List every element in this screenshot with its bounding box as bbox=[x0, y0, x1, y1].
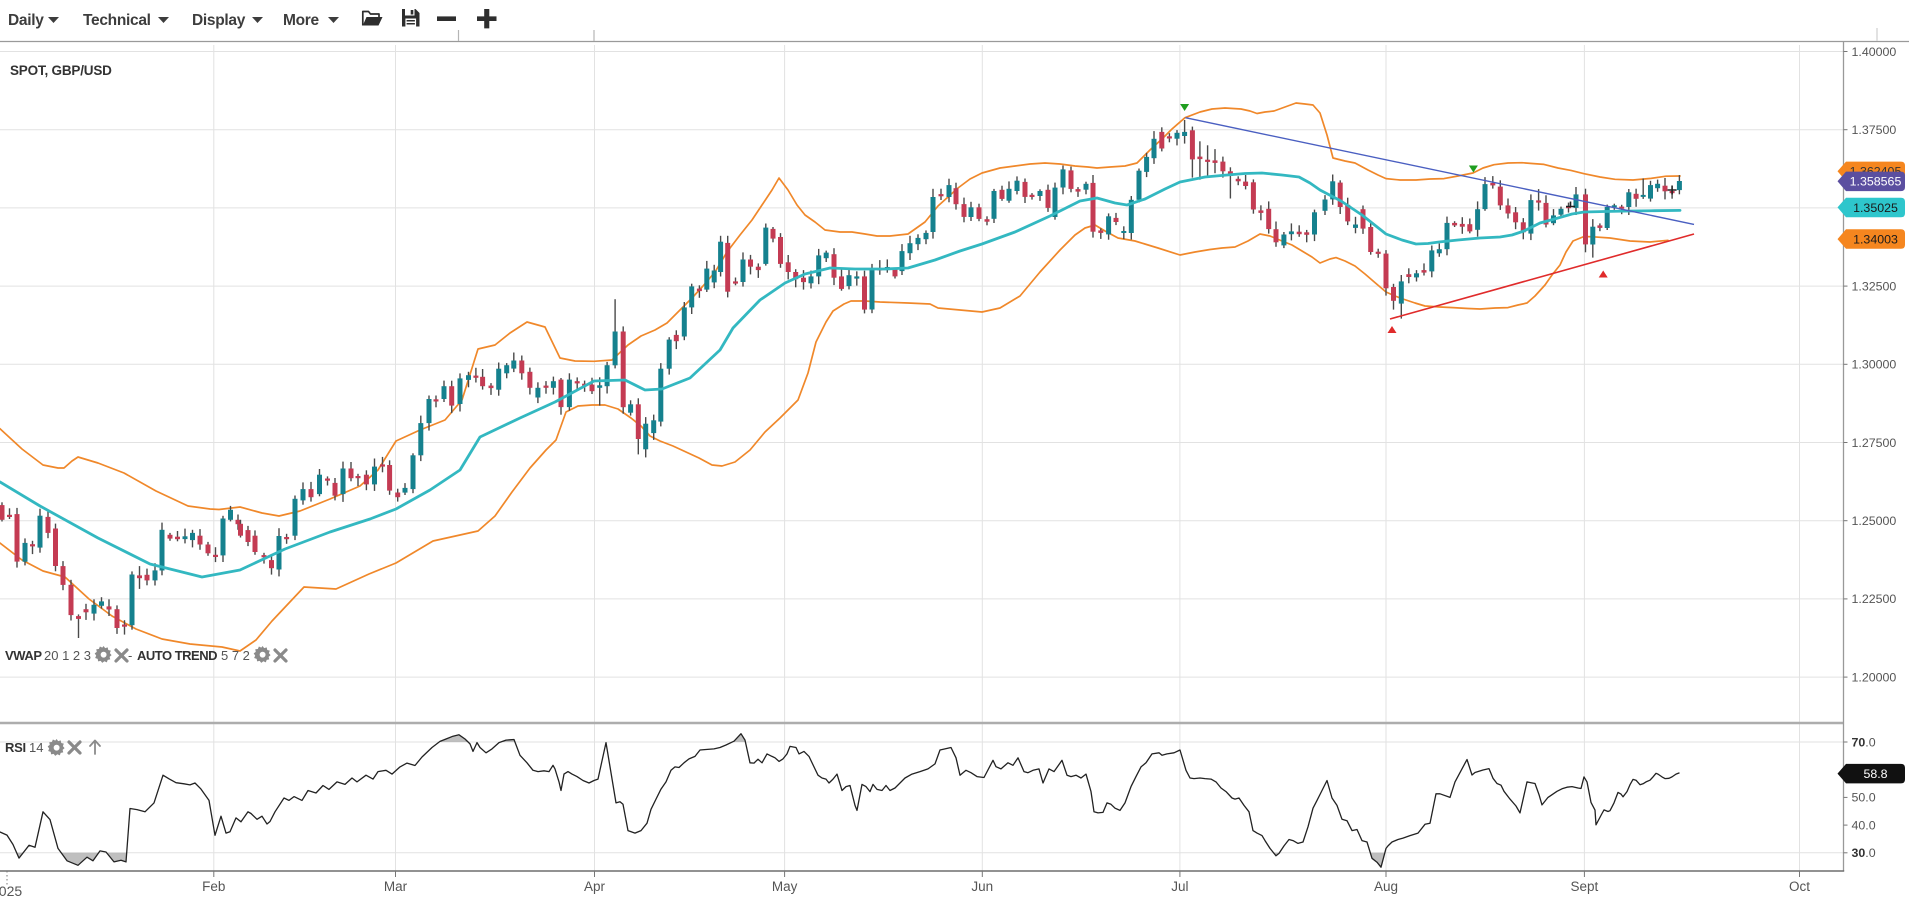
svg-text:VWAP: VWAP bbox=[5, 648, 42, 663]
svg-text:1.358565: 1.358565 bbox=[1850, 175, 1902, 189]
svg-text:Sept: Sept bbox=[1571, 879, 1599, 894]
svg-text:Jun: Jun bbox=[971, 879, 993, 894]
svg-text:Feb: Feb bbox=[202, 879, 225, 894]
svg-text:30.0: 30.0 bbox=[1852, 846, 1876, 860]
svg-text:20 1 2 3: 20 1 2 3 bbox=[44, 648, 91, 663]
svg-text:Oct: Oct bbox=[1789, 879, 1810, 894]
svg-text:SPOT, GBP/USD: SPOT, GBP/USD bbox=[10, 63, 112, 78]
svg-text:AUTO TREND: AUTO TREND bbox=[137, 648, 217, 663]
svg-text:1.37500: 1.37500 bbox=[1852, 123, 1897, 137]
svg-text:1.32500: 1.32500 bbox=[1852, 279, 1897, 293]
svg-text:Aug: Aug bbox=[1374, 879, 1398, 894]
svg-text:Display: Display bbox=[192, 12, 246, 29]
svg-text:1.30000: 1.30000 bbox=[1852, 358, 1897, 372]
svg-text:1.27500: 1.27500 bbox=[1852, 436, 1897, 450]
svg-text:Mar: Mar bbox=[384, 879, 408, 894]
svg-text:1.34003: 1.34003 bbox=[1853, 233, 1898, 247]
svg-text:1.20000: 1.20000 bbox=[1852, 670, 1897, 684]
svg-text:1.22500: 1.22500 bbox=[1852, 592, 1897, 606]
svg-text:1.25000: 1.25000 bbox=[1852, 514, 1897, 528]
svg-text:14: 14 bbox=[29, 740, 43, 755]
svg-text:RSI: RSI bbox=[5, 740, 26, 755]
svg-text:50.0: 50.0 bbox=[1852, 791, 1876, 805]
svg-text:Jul: Jul bbox=[1171, 879, 1188, 894]
svg-text:40.0: 40.0 bbox=[1852, 818, 1876, 832]
svg-text:May: May bbox=[772, 879, 798, 894]
svg-text:Apr: Apr bbox=[584, 879, 606, 894]
svg-text:More: More bbox=[283, 12, 320, 29]
svg-text:Technical: Technical bbox=[83, 12, 151, 29]
svg-text:5 7 2: 5 7 2 bbox=[221, 648, 250, 663]
svg-text:2025: 2025 bbox=[0, 883, 22, 899]
svg-text:58.8: 58.8 bbox=[1863, 767, 1887, 781]
svg-text:Daily: Daily bbox=[8, 12, 44, 29]
svg-text:1.40000: 1.40000 bbox=[1852, 45, 1897, 59]
svg-text:70.0: 70.0 bbox=[1852, 735, 1876, 749]
svg-text:-: - bbox=[128, 648, 132, 663]
svg-text:1.35025: 1.35025 bbox=[1853, 201, 1898, 215]
